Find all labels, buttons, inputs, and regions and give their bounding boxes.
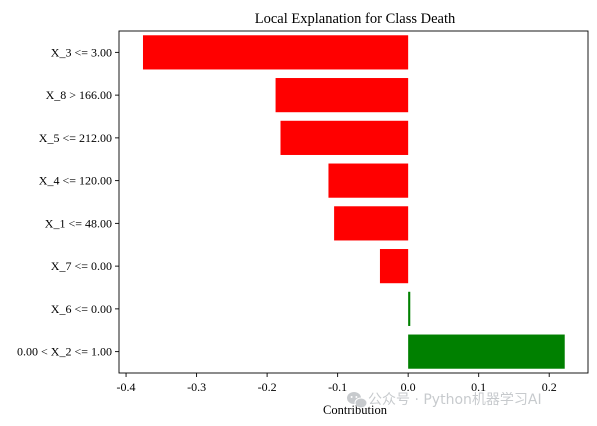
- y-tick-label: X_5 <= 212.00: [39, 131, 112, 145]
- watermark-text: 公众号 · Python机器学习AI: [368, 392, 542, 408]
- chart-title: Local Explanation for Class Death: [255, 11, 456, 27]
- bar-4: [328, 163, 409, 198]
- watermark: 公众号 · Python机器学习AI: [347, 392, 542, 409]
- y-tick-label: X_7 <= 0.00: [51, 259, 112, 273]
- bar-6: [379, 249, 409, 284]
- x-tick-label: 0.0: [401, 380, 416, 394]
- x-tick-label: -0.1: [328, 380, 347, 394]
- bar-8: [408, 334, 565, 369]
- x-tick-label: -0.3: [187, 380, 206, 394]
- y-tick-label: X_8 > 166.00: [46, 88, 112, 102]
- x-tick-label: -0.2: [258, 380, 277, 394]
- y-tick-labels: X_3 <= 3.00 X_8 > 166.00 X_5 <= 212.00 X_4 …: [17, 45, 119, 359]
- x-tick-labels: -0.4 -0.3 -0.2 -0.1 0.0 0.1 0.2: [117, 373, 557, 394]
- bar-1: [142, 35, 409, 70]
- bar-5: [334, 206, 409, 241]
- wechat-icon: [347, 392, 368, 409]
- y-tick-label: X_6 <= 0.00: [51, 302, 112, 316]
- y-tick-label: X_1 <= 48.00: [45, 216, 112, 230]
- x-tick-label: 0.1: [471, 380, 486, 394]
- y-tick-label: X_3 <= 3.00: [51, 45, 112, 59]
- plot-frame: [118, 30, 589, 374]
- bar-2: [275, 78, 409, 113]
- x-tick-label: 0.2: [542, 380, 557, 394]
- y-tick-label: 0.00 < X_2 <= 1.00: [17, 345, 112, 359]
- x-axis-label: Contribution: [323, 403, 388, 417]
- bar-3: [280, 120, 409, 155]
- y-tick-label: X_4 <= 120.00: [39, 174, 112, 188]
- bar-7: [408, 291, 411, 326]
- x-tick-label: -0.4: [117, 380, 136, 394]
- bars-group: [142, 35, 565, 369]
